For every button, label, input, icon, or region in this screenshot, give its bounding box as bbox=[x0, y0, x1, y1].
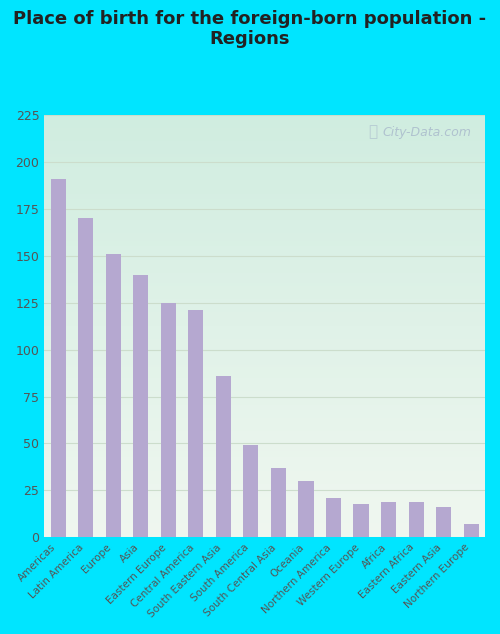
Text: Place of birth for the foreign-born population -
Regions: Place of birth for the foreign-born popu… bbox=[14, 10, 486, 48]
Bar bbox=[326, 498, 341, 538]
Bar bbox=[271, 468, 286, 538]
Text: City-Data.com: City-Data.com bbox=[383, 126, 472, 139]
Bar bbox=[160, 302, 176, 538]
Bar bbox=[244, 445, 258, 538]
Bar bbox=[464, 524, 479, 538]
Bar bbox=[381, 501, 396, 538]
Bar bbox=[216, 376, 231, 538]
Text: ⦾: ⦾ bbox=[368, 124, 378, 139]
Bar bbox=[78, 218, 93, 538]
Bar bbox=[298, 481, 314, 538]
Bar bbox=[133, 275, 148, 538]
Bar bbox=[50, 179, 66, 538]
Bar bbox=[408, 501, 424, 538]
Bar bbox=[436, 507, 452, 538]
Bar bbox=[106, 254, 121, 538]
Bar bbox=[354, 503, 368, 538]
Bar bbox=[188, 310, 204, 538]
